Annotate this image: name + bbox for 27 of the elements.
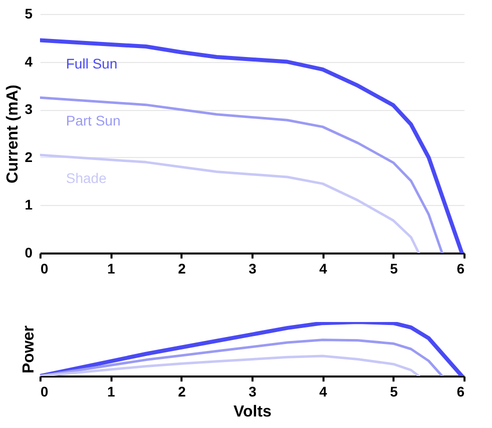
series-label: Full Sun (66, 55, 118, 72)
x-tick-label: 0 (40, 384, 48, 400)
x-tick-label: 1 (107, 384, 116, 400)
y-tick-label: 1 (24, 196, 33, 213)
x-tick-label: 2 (178, 384, 186, 400)
y-tick-label: 0 (24, 244, 33, 260)
x-tick-label: 5 (390, 384, 398, 400)
y-axis-title: Power (20, 325, 38, 374)
line-series (40, 154, 420, 253)
y-axis-title: Current (mA) (4, 84, 22, 184)
x-tick-label: 5 (390, 260, 398, 276)
y-tick-label: 2 (24, 148, 33, 165)
x-tick-label: 1 (107, 260, 116, 276)
line-series (40, 96, 444, 253)
x-tick-label: 4 (319, 384, 328, 400)
y-tick-label: 3 (24, 101, 33, 118)
y-tick-label: 5 (24, 6, 33, 22)
x-tick-label: 3 (248, 384, 257, 400)
x-tick-label: 0 (40, 260, 48, 276)
x-tick-label: 4 (319, 260, 328, 276)
x-tick-label: 3 (248, 260, 257, 276)
x-tick-label: 6 (456, 260, 465, 276)
series-label: Part Sun (66, 112, 120, 129)
x-tick-label: 2 (178, 260, 186, 276)
x-tick-label: 6 (456, 384, 465, 400)
y-tick-label: 4 (24, 53, 33, 70)
x-axis-title: Volts (234, 404, 272, 420)
